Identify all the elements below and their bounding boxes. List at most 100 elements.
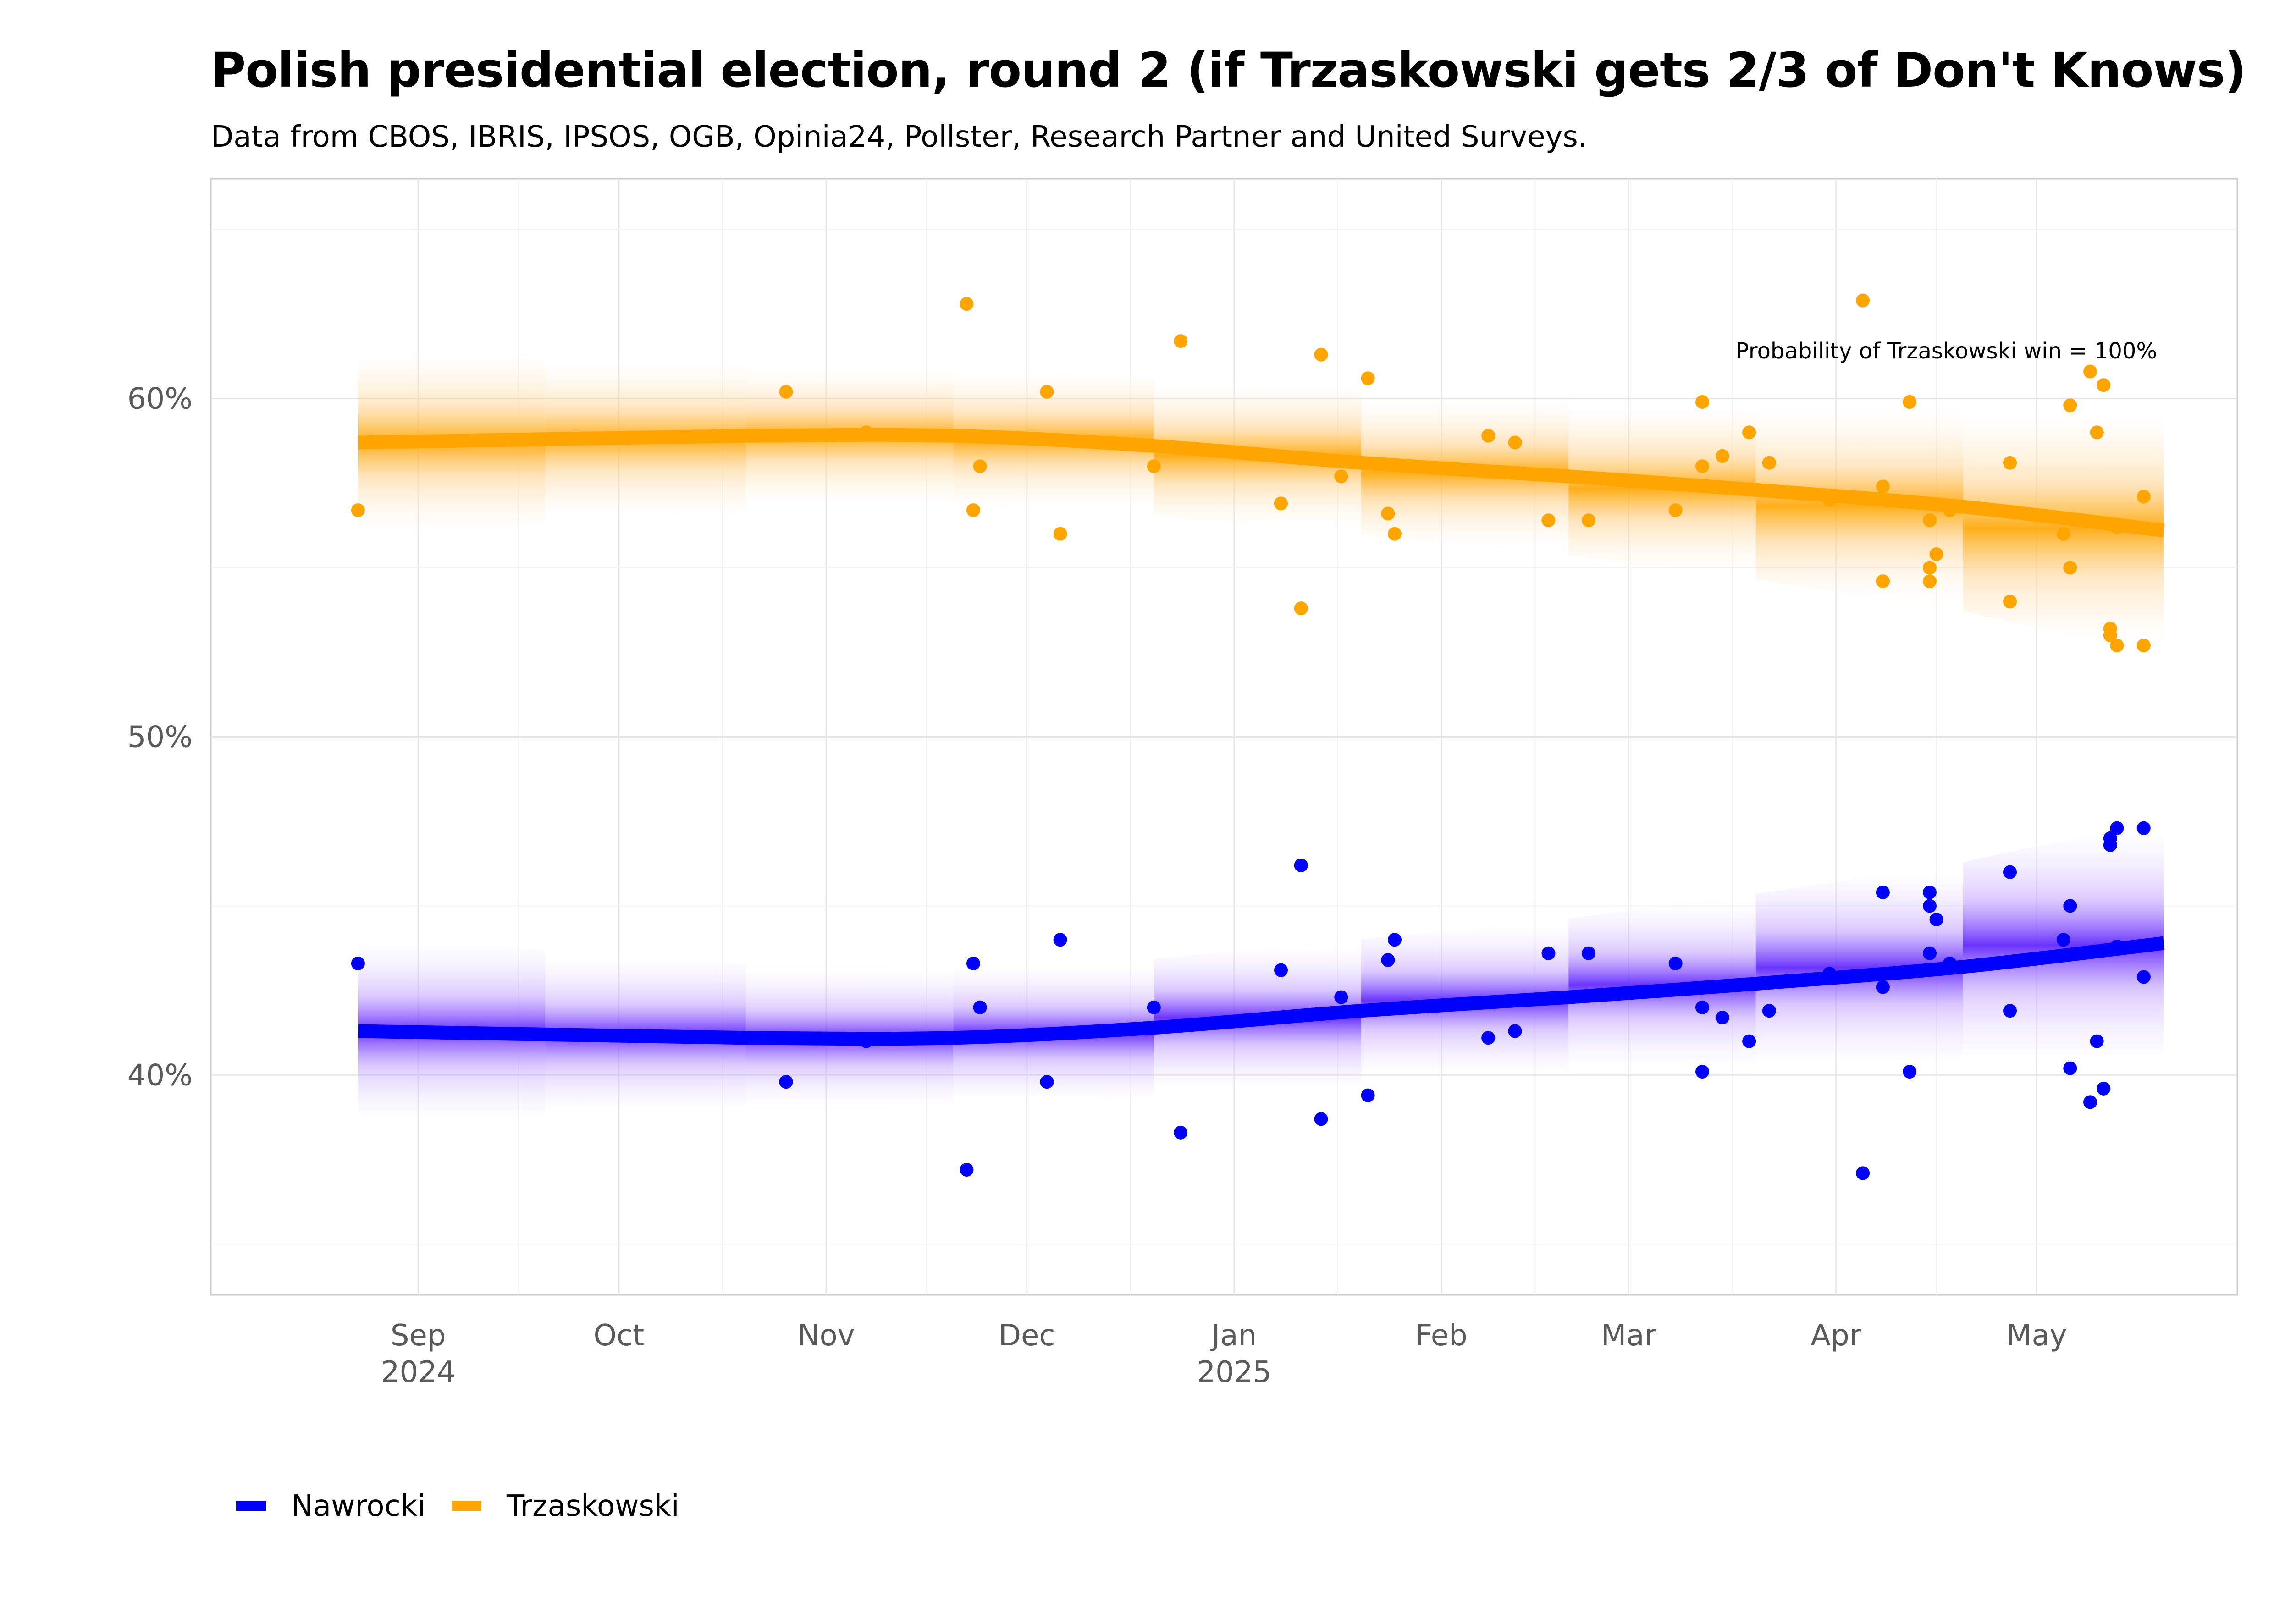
x-tick-label: Dec: [999, 1319, 1055, 1353]
poll-point-nawrocki: [2056, 933, 2070, 947]
poll-point-trzaskowski: [1715, 449, 1729, 463]
poll-point-nawrocki: [351, 956, 365, 970]
poll-point-trzaskowski: [1541, 513, 1556, 528]
y-tick-label: 60%: [127, 382, 193, 416]
poll-point-trzaskowski: [1742, 425, 1756, 440]
poll-point-nawrocki: [1856, 1166, 1870, 1180]
poll-point-nawrocki: [960, 1162, 974, 1177]
poll-point-trzaskowski: [1361, 371, 1375, 385]
poll-point-nawrocki: [966, 956, 980, 970]
poll-point-nawrocki: [2097, 1081, 2111, 1096]
poll-point-nawrocki: [2063, 1061, 2077, 1075]
poll-point-nawrocki: [1762, 1004, 1776, 1018]
poll-point-trzaskowski: [2097, 378, 2111, 392]
poll-point-trzaskowski: [1053, 527, 1067, 541]
poll-point-trzaskowski: [966, 503, 980, 517]
poll-point-nawrocki: [1582, 946, 1596, 960]
poll-point-nawrocki: [1314, 1112, 1328, 1126]
legend-label-trzaskowski: Trzaskowski: [506, 1489, 679, 1523]
poll-point-nawrocki: [1715, 1010, 1729, 1024]
poll-point-trzaskowski: [2103, 622, 2117, 636]
legend-label-nawrocki: Nawrocki: [291, 1489, 426, 1523]
chart-title: Polish presidential election, round 2 (i…: [211, 42, 2246, 98]
x-tick-year-label: 2025: [1197, 1355, 1271, 1389]
poll-point-nawrocki: [2003, 865, 2017, 879]
poll-point-nawrocki: [2083, 1095, 2097, 1109]
poll-point-trzaskowski: [2083, 364, 2097, 379]
poll-point-trzaskowski: [1695, 395, 1710, 409]
poll-point-nawrocki: [1695, 1065, 1710, 1079]
poll-point-nawrocki: [2090, 1034, 2104, 1048]
poll-point-nawrocki: [1668, 956, 1683, 970]
poll-point-trzaskowski: [2063, 398, 2077, 413]
trend-line-trzaskowski: [358, 428, 2165, 538]
x-tick-year-label: 2024: [381, 1355, 456, 1389]
poll-point-nawrocki: [2003, 1004, 2017, 1018]
poll-point-trzaskowski: [960, 297, 974, 311]
poll-point-nawrocki: [1903, 1065, 1917, 1079]
poll-point-nawrocki: [1274, 963, 1288, 977]
poll-point-nawrocki: [779, 1075, 793, 1089]
x-tick-label: Jan: [1210, 1319, 1257, 1353]
x-tick-label: Mar: [1601, 1319, 1656, 1353]
poll-points: [351, 293, 2151, 1180]
poll-point-nawrocki: [2136, 970, 2151, 984]
poll-point-trzaskowski: [1762, 456, 1776, 470]
poll-point-trzaskowski: [1943, 503, 1957, 517]
x-tick-label: Oct: [594, 1319, 645, 1353]
poll-point-nawrocki: [1876, 885, 1890, 899]
poll-point-trzaskowski: [2110, 639, 2124, 653]
poll-point-trzaskowski: [1274, 496, 1288, 511]
poll-point-nawrocki: [1387, 933, 1402, 947]
poll-point-nawrocki: [973, 1000, 987, 1014]
poll-point-trzaskowski: [1314, 347, 1328, 362]
poll-point-nawrocki: [1040, 1075, 1054, 1089]
poll-point-nawrocki: [1922, 946, 1937, 960]
poll-point-nawrocki: [1481, 1031, 1496, 1045]
poll-point-trzaskowski: [1387, 527, 1402, 541]
trend-lines: [358, 428, 2165, 1046]
poll-point-trzaskowski: [1922, 561, 1937, 575]
poll-point-trzaskowski: [2136, 639, 2151, 653]
x-tick-label: May: [2006, 1319, 2067, 1353]
chart-subtitle: Data from CBOS, IBRIS, IPSOS, OGB, Opini…: [211, 120, 1588, 154]
poll-point-nawrocki: [1294, 858, 1308, 872]
poll-point-nawrocki: [1053, 933, 1067, 947]
x-tick-label: Nov: [798, 1319, 855, 1353]
poll-point-nawrocki: [1922, 885, 1937, 899]
poll-point-trzaskowski: [1147, 459, 1161, 473]
trend-line-nawrocki: [358, 936, 2165, 1046]
poll-point-nawrocki: [2110, 939, 2124, 953]
poll-point-trzaskowski: [1508, 435, 1522, 450]
poll-point-trzaskowski: [1582, 513, 1596, 528]
poll-point-nawrocki: [1922, 899, 1937, 913]
poll-point-trzaskowski: [1856, 293, 1870, 308]
poll-point-trzaskowski: [351, 503, 365, 517]
poll-point-nawrocki: [2103, 838, 2117, 852]
poll-point-trzaskowski: [1695, 459, 1710, 473]
poll-point-trzaskowski: [973, 459, 987, 473]
poll-point-trzaskowski: [1668, 503, 1683, 517]
poll-point-trzaskowski: [2063, 561, 2077, 575]
uncertainty-band-trzaskowski: [1755, 400, 1963, 612]
poll-point-trzaskowski: [1903, 395, 1917, 409]
poll-point-trzaskowski: [2090, 425, 2104, 440]
poll-point-nawrocki: [859, 1034, 873, 1048]
poll-point-trzaskowski: [1040, 385, 1054, 399]
x-tick-label: Sep: [391, 1319, 446, 1353]
poll-point-nawrocki: [1695, 1000, 1710, 1014]
poll-point-trzaskowski: [2003, 595, 2017, 609]
x-tick-label: Apr: [1810, 1319, 1861, 1353]
x-tick-label: Feb: [1415, 1319, 1467, 1353]
y-tick-label: 50%: [127, 721, 193, 754]
poll-point-trzaskowski: [2056, 527, 2070, 541]
poll-point-nawrocki: [2110, 821, 2124, 835]
poll-point-nawrocki: [1876, 980, 1890, 994]
poll-point-nawrocki: [1361, 1088, 1375, 1102]
poll-point-nawrocki: [1508, 1024, 1522, 1038]
poll-point-trzaskowski: [1922, 574, 1937, 589]
poll-point-trzaskowski: [1481, 429, 1496, 443]
poll-point-nawrocki: [1822, 967, 1837, 981]
